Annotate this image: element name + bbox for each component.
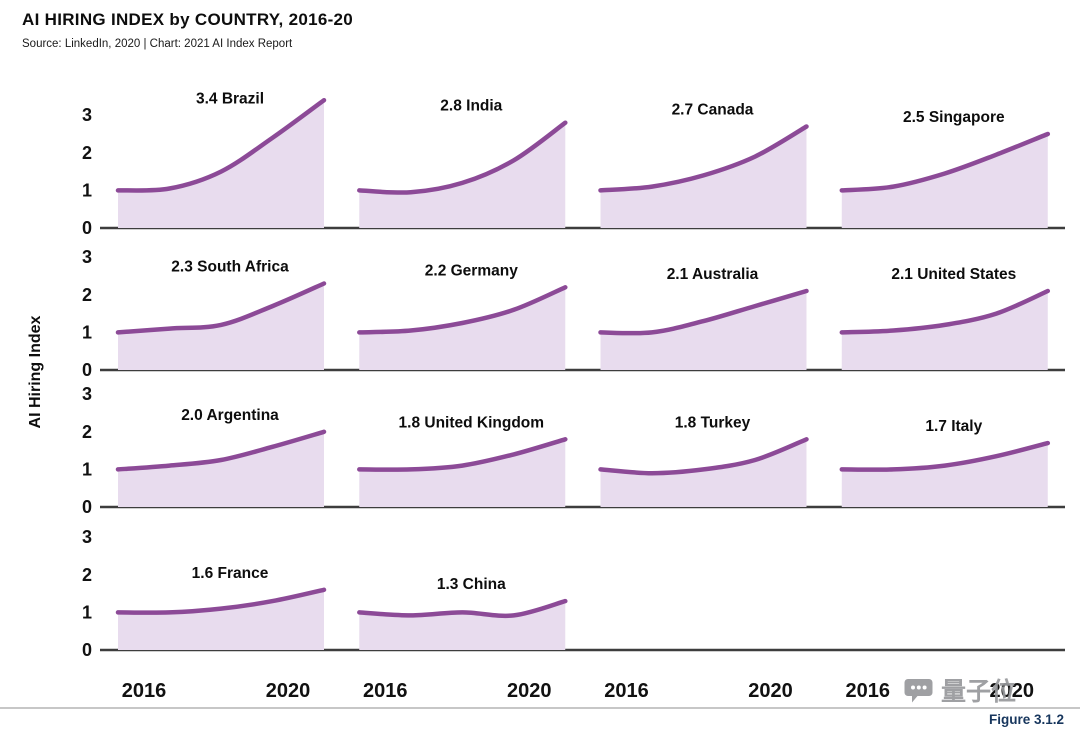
series-label-italy: 1.7 Italy — [925, 418, 982, 435]
y-tick-0-row-2: 0 — [82, 497, 92, 517]
series-label-united-states: 2.1 United States — [891, 266, 1016, 283]
line-south-africa — [115, 281, 327, 335]
figure-number: Figure 3.1.2 — [988, 712, 1064, 727]
x-tick-2016-col-2: 2016 — [604, 680, 649, 702]
series-label-argentina: 2.0 Argentina — [181, 407, 279, 424]
watermark-text: 量子位 — [941, 677, 1017, 706]
area-united-states — [841, 291, 1048, 370]
line-united-states — [839, 288, 1051, 335]
x-tick-2020-col-2: 2020 — [748, 680, 793, 702]
y-tick-0-row-1: 0 — [82, 360, 92, 380]
area-singapore — [841, 134, 1048, 228]
y-tick-2-row-2: 2 — [82, 422, 92, 442]
area-germany — [359, 287, 566, 370]
y-tick-2-row-1: 2 — [82, 285, 92, 305]
line-france — [115, 587, 327, 615]
area-italy — [841, 443, 1048, 507]
area-china — [359, 601, 566, 650]
x-tick-2016-col-1: 2016 — [363, 680, 408, 702]
series-label-germany: 2.2 Germany — [425, 262, 518, 279]
area-brazil — [118, 100, 324, 228]
line-australia — [598, 288, 809, 336]
area-india — [359, 122, 566, 228]
y-tick-3-row-3: 3 — [82, 527, 92, 547]
area-france — [118, 589, 324, 650]
series-label-brazil: 3.4 Brazil — [196, 90, 264, 107]
y-tick-1-row-0: 1 — [82, 180, 92, 200]
x-tick-2020-col-0: 2020 — [266, 680, 311, 702]
x-tick-2016-col-0: 2016 — [122, 680, 167, 702]
y-tick-2-row-3: 2 — [82, 565, 92, 585]
x-tick-2020-col-3: 2020 — [990, 680, 1035, 702]
line-united-kingdom — [357, 437, 568, 472]
area-australia — [600, 291, 807, 370]
y-tick-3-row-0: 3 — [82, 105, 92, 125]
series-label-united-kingdom: 1.8 United Kingdom — [399, 414, 545, 431]
series-label-india: 2.8 India — [440, 98, 502, 115]
line-singapore — [839, 131, 1051, 193]
chart-title: AI HIRING INDEX by COUNTRY, 2016-20 — [22, 10, 354, 29]
series-label-south-africa: 2.3 South Africa — [171, 259, 289, 276]
qbitai-logo-icon — [904, 678, 933, 702]
y-tick-1-row-2: 1 — [82, 459, 92, 479]
x-tick-2016-col-3: 2016 — [846, 680, 891, 702]
series-label-france: 1.6 France — [192, 565, 269, 582]
line-canada — [598, 124, 809, 193]
chart-source: Source: LinkedIn, 2020 | Chart: 2021 AI … — [22, 38, 293, 50]
y-tick-3-row-1: 3 — [82, 247, 92, 267]
line-china — [357, 598, 568, 619]
line-germany — [357, 285, 568, 335]
y-tick-0-row-3: 0 — [82, 640, 92, 660]
series-label-australia: 2.1 Australia — [667, 266, 759, 283]
y-tick-3-row-2: 3 — [82, 384, 92, 404]
area-argentina — [118, 431, 324, 507]
series-label-canada: 2.7 Canada — [672, 102, 754, 119]
watermark: 量子位 — [903, 672, 1016, 708]
line-turkey — [598, 437, 809, 476]
y-tick-1-row-1: 1 — [82, 322, 92, 342]
area-turkey — [600, 439, 807, 507]
line-india — [357, 120, 568, 195]
series-label-china: 1.3 China — [437, 576, 506, 593]
line-brazil — [115, 97, 327, 193]
footer-divider — [0, 707, 1080, 709]
y-tick-2-row-0: 2 — [82, 143, 92, 163]
series-label-singapore: 2.5 Singapore — [903, 109, 1005, 126]
y-tick-0-row-0: 0 — [82, 218, 92, 238]
y-tick-1-row-3: 1 — [82, 602, 92, 622]
line-italy — [839, 440, 1051, 472]
series-label-turkey: 1.8 Turkey — [675, 414, 751, 431]
x-tick-2020-col-1: 2020 — [507, 680, 552, 702]
line-argentina — [115, 429, 327, 472]
